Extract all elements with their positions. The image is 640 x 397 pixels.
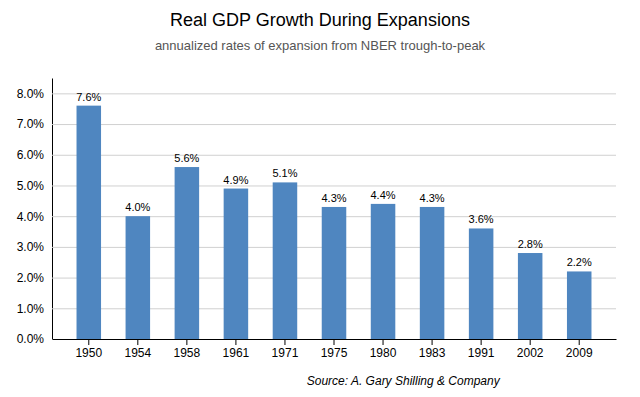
y-tick-label: 4.0%: [17, 210, 45, 224]
y-tick: 5.0%: [17, 179, 616, 193]
x-tick-mark: [137, 339, 138, 345]
x-tick: 1991: [468, 339, 495, 360]
title: Real GDP Growth During Expansions: [170, 10, 470, 30]
data-label: 2.8%: [518, 238, 543, 250]
x-tick-mark: [481, 339, 482, 345]
x-tick-label: 2009: [566, 346, 593, 360]
data-label: 4.3%: [420, 192, 445, 204]
grid-line: [52, 185, 616, 186]
bar: [371, 204, 396, 339]
bar: [420, 207, 445, 339]
x-tick-mark: [530, 339, 531, 345]
x-tick-mark: [383, 339, 384, 345]
x-axis: 1950 1954 1958 1961 1971 1975 1980 1983 1991 2002…: [53, 339, 617, 360]
x-tick: 1958: [174, 339, 201, 360]
x-tick-label: 1954: [124, 346, 151, 360]
x-tick: 1975: [321, 339, 348, 360]
grid-line: [52, 155, 616, 156]
bar: [224, 189, 249, 339]
grid-line: [52, 93, 616, 94]
subtitle: annualized rates of expansion from NBER …: [155, 38, 486, 53]
y-tick: 7.0%: [17, 117, 616, 131]
bar: [273, 182, 298, 339]
data-label: 5.1%: [272, 167, 297, 179]
grid-line: [52, 124, 616, 125]
y-tick-label: 8.0%: [17, 87, 45, 101]
x-tick-mark: [88, 339, 89, 345]
data-label: 3.6%: [469, 213, 494, 225]
bar: [518, 253, 543, 339]
y-tick-label: 6.0%: [17, 148, 45, 162]
y-tick: 6.0%: [17, 148, 616, 162]
x-tick-label: 1950: [75, 346, 102, 360]
x-tick-label: 1975: [321, 346, 348, 360]
x-tick-label: 1971: [272, 346, 299, 360]
bar: [175, 167, 200, 339]
y-tick-label: 3.0%: [17, 240, 45, 254]
data-label: 4.4%: [371, 189, 396, 201]
x-tick-mark: [432, 339, 433, 345]
y-tick: 4.0%: [17, 210, 616, 224]
x-tick-mark: [579, 339, 580, 345]
x-tick: 1954: [124, 339, 151, 360]
data-label: 4.0%: [125, 201, 150, 213]
source: Source: A. Gary Shilling & Company: [307, 374, 501, 388]
y-tick: 8.0%: [17, 87, 616, 101]
y-axis: 0.0% 1.0% 2.0% 3.0% 4.0% 5.0% 6.0% 7.0% 8.0%: [17, 79, 616, 347]
y-tick-label: 5.0%: [17, 179, 45, 193]
y-tick-label: 1.0%: [17, 302, 45, 316]
y-tick-label: 2.0%: [17, 271, 45, 285]
x-tick-mark: [284, 339, 285, 345]
data-label: 5.6%: [174, 152, 199, 164]
x-tick-label: 1961: [223, 346, 250, 360]
bar: [322, 207, 347, 339]
data-label: 4.3%: [321, 192, 346, 204]
x-tick-label: 1980: [370, 346, 397, 360]
x-tick: 1961: [223, 339, 250, 360]
x-tick-mark: [235, 339, 236, 345]
bar: [567, 271, 592, 339]
y-tick-label: 0.0%: [17, 332, 45, 346]
data-label: 7.6%: [76, 91, 101, 103]
bar: [126, 216, 151, 339]
bars: [77, 106, 592, 339]
data-labels: 7.6% 4.0% 5.6% 4.9% 5.1% 4.3% 4.4% 4.3% 3.6% 2.8%…: [76, 91, 592, 269]
x-tick: 2009: [566, 339, 593, 360]
y-axis-line: [52, 79, 53, 340]
x-tick: 1983: [419, 339, 446, 360]
x-tick: 2002: [517, 339, 544, 360]
bar: [469, 228, 494, 339]
x-tick-label: 1991: [468, 346, 495, 360]
x-tick-label: 1958: [174, 346, 201, 360]
chart: Real GDP Growth During Expansions annuali…: [0, 0, 640, 397]
x-tick-mark: [334, 339, 335, 345]
x-tick: 1950: [75, 339, 102, 360]
x-tick-label: 2002: [517, 346, 544, 360]
y-tick-label: 7.0%: [17, 117, 45, 131]
plot-area: 0.0% 1.0% 2.0% 3.0% 4.0% 5.0% 6.0% 7.0% 8.0% 1950…: [17, 79, 617, 360]
x-tick: 1980: [370, 339, 397, 360]
x-tick: 1971: [272, 339, 299, 360]
bar: [77, 106, 102, 339]
x-tick-mark: [186, 339, 187, 345]
data-label: 2.2%: [567, 256, 592, 268]
data-label: 4.9%: [223, 174, 248, 186]
x-tick-label: 1983: [419, 346, 446, 360]
